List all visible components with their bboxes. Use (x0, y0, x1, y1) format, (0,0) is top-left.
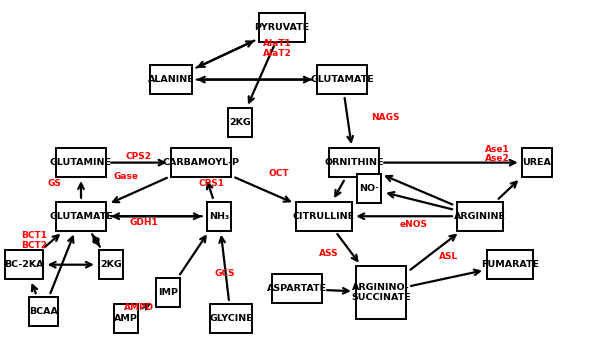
Text: ARGININE: ARGININE (454, 212, 506, 221)
Text: NO·: NO· (359, 184, 379, 193)
Text: CPS2: CPS2 (125, 152, 151, 161)
FancyBboxPatch shape (259, 13, 305, 42)
Text: CITRULLINE: CITRULLINE (293, 212, 355, 221)
FancyBboxPatch shape (356, 174, 382, 203)
FancyBboxPatch shape (56, 202, 106, 231)
Text: OCT: OCT (269, 169, 289, 177)
Text: BCT1
BCT2: BCT1 BCT2 (21, 231, 47, 250)
Text: GS: GS (47, 179, 61, 188)
FancyBboxPatch shape (210, 304, 252, 333)
FancyBboxPatch shape (356, 266, 406, 319)
Text: AMP: AMP (114, 314, 138, 323)
Text: 2KG: 2KG (229, 118, 251, 127)
Text: NAGS: NAGS (371, 113, 400, 122)
Text: GCS: GCS (215, 269, 235, 278)
Text: ORNITHINE: ORNITHINE (324, 158, 384, 167)
Text: ALANINE: ALANINE (148, 75, 194, 84)
FancyBboxPatch shape (113, 304, 139, 333)
Text: AlaT1
AlaT2: AlaT1 AlaT2 (263, 39, 292, 58)
Text: BCAA: BCAA (29, 307, 58, 316)
Text: FUMARATE: FUMARATE (481, 260, 539, 269)
Text: 2KG: 2KG (100, 260, 122, 269)
Text: GLUTAMATE: GLUTAMATE (49, 212, 113, 221)
Text: BC-2KA: BC-2KA (4, 260, 44, 269)
Text: IMP: IMP (158, 288, 178, 297)
FancyBboxPatch shape (206, 202, 232, 231)
Text: Ase1
Ase2: Ase1 Ase2 (485, 145, 509, 163)
Text: AMPD: AMPD (124, 303, 154, 312)
Text: NH₃: NH₃ (209, 212, 229, 221)
Text: ASL: ASL (439, 252, 458, 261)
FancyBboxPatch shape (56, 148, 106, 177)
FancyBboxPatch shape (329, 148, 379, 177)
FancyBboxPatch shape (457, 202, 503, 231)
Text: eNOS: eNOS (400, 220, 428, 229)
FancyBboxPatch shape (155, 278, 181, 307)
Text: ARGININO-
SUCCINATE: ARGININO- SUCCINATE (351, 283, 411, 302)
FancyBboxPatch shape (171, 148, 231, 177)
Text: UREA: UREA (523, 158, 551, 167)
FancyBboxPatch shape (150, 65, 192, 94)
Text: CPS1: CPS1 (198, 179, 224, 188)
FancyBboxPatch shape (272, 274, 322, 303)
Text: Gase: Gase (113, 172, 139, 181)
Text: ASS: ASS (319, 249, 338, 258)
Text: ASPARTATE: ASPARTATE (267, 284, 327, 293)
FancyBboxPatch shape (227, 108, 253, 137)
Text: GDH1: GDH1 (130, 218, 158, 227)
Text: CARBAMOYL-P: CARBAMOYL-P (163, 158, 239, 167)
FancyBboxPatch shape (98, 250, 124, 279)
Text: GLYCINE: GLYCINE (209, 314, 253, 323)
Text: GLUTAMINE: GLUTAMINE (50, 158, 112, 167)
FancyBboxPatch shape (296, 202, 352, 231)
FancyBboxPatch shape (5, 250, 43, 279)
FancyBboxPatch shape (317, 65, 367, 94)
FancyBboxPatch shape (487, 250, 533, 279)
Text: GLUTAMATE: GLUTAMATE (310, 75, 374, 84)
FancyBboxPatch shape (523, 148, 551, 177)
Text: PYRUVATE: PYRUVATE (254, 23, 310, 32)
FancyBboxPatch shape (29, 297, 58, 326)
